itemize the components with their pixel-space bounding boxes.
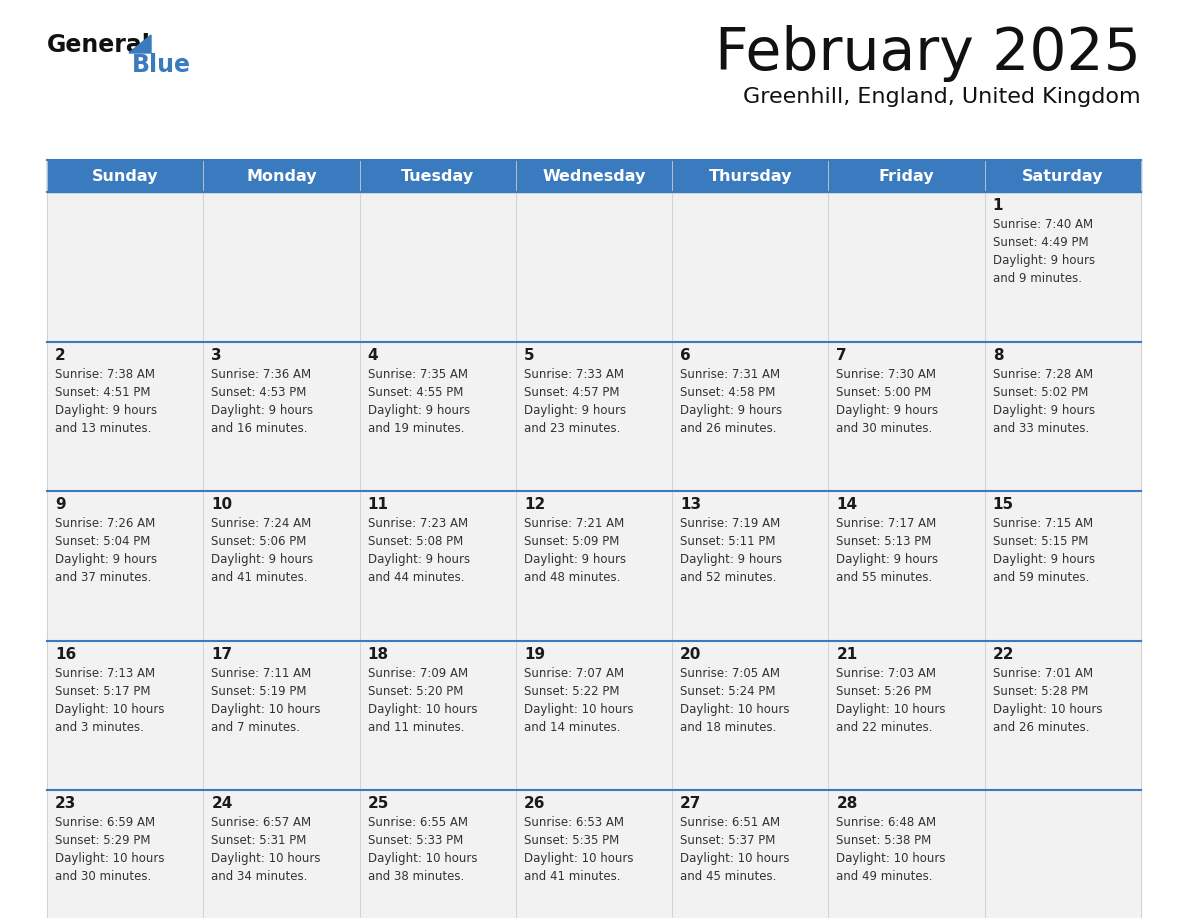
Text: 6: 6 [681,348,691,363]
Text: Sunrise: 7:30 AM
Sunset: 5:00 PM
Daylight: 9 hours
and 30 minutes.: Sunrise: 7:30 AM Sunset: 5:00 PM Dayligh… [836,367,939,434]
Text: Sunrise: 7:19 AM
Sunset: 5:11 PM
Daylight: 9 hours
and 52 minutes.: Sunrise: 7:19 AM Sunset: 5:11 PM Dayligh… [681,517,782,584]
Text: 16: 16 [55,647,76,662]
Text: Sunrise: 7:38 AM
Sunset: 4:51 PM
Daylight: 9 hours
and 13 minutes.: Sunrise: 7:38 AM Sunset: 4:51 PM Dayligh… [55,367,157,434]
Bar [48,491,1140,641]
Text: 14: 14 [836,498,858,512]
Text: 17: 17 [211,647,233,662]
Text: Friday: Friday [879,169,935,184]
Text: Sunrise: 7:21 AM
Sunset: 5:09 PM
Daylight: 9 hours
and 48 minutes.: Sunrise: 7:21 AM Sunset: 5:09 PM Dayligh… [524,517,626,584]
Text: Sunrise: 7:24 AM
Sunset: 5:06 PM
Daylight: 9 hours
and 41 minutes.: Sunrise: 7:24 AM Sunset: 5:06 PM Dayligh… [211,517,314,584]
Text: 21: 21 [836,647,858,662]
Text: Sunrise: 7:33 AM
Sunset: 4:57 PM
Daylight: 9 hours
and 23 minutes.: Sunrise: 7:33 AM Sunset: 4:57 PM Dayligh… [524,367,626,434]
Text: Sunrise: 7:13 AM
Sunset: 5:17 PM
Daylight: 10 hours
and 3 minutes.: Sunrise: 7:13 AM Sunset: 5:17 PM Dayligh… [55,666,164,733]
Text: Sunrise: 6:55 AM
Sunset: 5:33 PM
Daylight: 10 hours
and 38 minutes.: Sunrise: 6:55 AM Sunset: 5:33 PM Dayligh… [367,816,478,883]
Text: 8: 8 [993,348,1004,363]
Text: Greenhill, England, United Kingdom: Greenhill, England, United Kingdom [744,87,1140,107]
Text: Sunrise: 7:03 AM
Sunset: 5:26 PM
Daylight: 10 hours
and 22 minutes.: Sunrise: 7:03 AM Sunset: 5:26 PM Dayligh… [836,666,946,733]
Text: 28: 28 [836,797,858,812]
Text: 4: 4 [367,348,378,363]
Text: 12: 12 [524,498,545,512]
Text: Thursday: Thursday [708,169,792,184]
Text: 19: 19 [524,647,545,662]
Text: 18: 18 [367,647,388,662]
Text: Sunrise: 6:48 AM
Sunset: 5:38 PM
Daylight: 10 hours
and 49 minutes.: Sunrise: 6:48 AM Sunset: 5:38 PM Dayligh… [836,816,946,883]
Text: 7: 7 [836,348,847,363]
Text: Sunrise: 7:36 AM
Sunset: 4:53 PM
Daylight: 9 hours
and 16 minutes.: Sunrise: 7:36 AM Sunset: 4:53 PM Dayligh… [211,367,314,434]
Bar [48,790,1140,918]
Text: Sunday: Sunday [91,169,158,184]
Text: Sunrise: 7:17 AM
Sunset: 5:13 PM
Daylight: 9 hours
and 55 minutes.: Sunrise: 7:17 AM Sunset: 5:13 PM Dayligh… [836,517,939,584]
Text: Sunrise: 6:59 AM
Sunset: 5:29 PM
Daylight: 10 hours
and 30 minutes.: Sunrise: 6:59 AM Sunset: 5:29 PM Dayligh… [55,816,164,883]
Text: 22: 22 [993,647,1015,662]
Bar [48,341,1140,491]
Text: Sunrise: 7:26 AM
Sunset: 5:04 PM
Daylight: 9 hours
and 37 minutes.: Sunrise: 7:26 AM Sunset: 5:04 PM Dayligh… [55,517,157,584]
Text: Sunrise: 7:23 AM
Sunset: 5:08 PM
Daylight: 9 hours
and 44 minutes.: Sunrise: 7:23 AM Sunset: 5:08 PM Dayligh… [367,517,469,584]
Text: 3: 3 [211,348,222,363]
Text: 11: 11 [367,498,388,512]
Text: 26: 26 [524,797,545,812]
Text: Sunrise: 6:57 AM
Sunset: 5:31 PM
Daylight: 10 hours
and 34 minutes.: Sunrise: 6:57 AM Sunset: 5:31 PM Dayligh… [211,816,321,883]
Text: Blue: Blue [132,53,191,77]
Text: Sunrise: 7:07 AM
Sunset: 5:22 PM
Daylight: 10 hours
and 14 minutes.: Sunrise: 7:07 AM Sunset: 5:22 PM Dayligh… [524,666,633,733]
Text: Sunrise: 7:11 AM
Sunset: 5:19 PM
Daylight: 10 hours
and 7 minutes.: Sunrise: 7:11 AM Sunset: 5:19 PM Dayligh… [211,666,321,733]
Text: Tuesday: Tuesday [402,169,474,184]
Bar [48,192,1140,341]
Text: 23: 23 [55,797,76,812]
Text: 20: 20 [681,647,702,662]
Text: Sunrise: 7:01 AM
Sunset: 5:28 PM
Daylight: 10 hours
and 26 minutes.: Sunrise: 7:01 AM Sunset: 5:28 PM Dayligh… [993,666,1102,733]
Text: Sunrise: 7:09 AM
Sunset: 5:20 PM
Daylight: 10 hours
and 11 minutes.: Sunrise: 7:09 AM Sunset: 5:20 PM Dayligh… [367,666,478,733]
Text: 24: 24 [211,797,233,812]
Text: Monday: Monday [246,169,317,184]
Text: Sunrise: 6:53 AM
Sunset: 5:35 PM
Daylight: 10 hours
and 41 minutes.: Sunrise: 6:53 AM Sunset: 5:35 PM Dayligh… [524,816,633,883]
Text: 9: 9 [55,498,65,512]
Bar [48,641,1140,790]
Text: 25: 25 [367,797,388,812]
Text: Sunrise: 7:40 AM
Sunset: 4:49 PM
Daylight: 9 hours
and 9 minutes.: Sunrise: 7:40 AM Sunset: 4:49 PM Dayligh… [993,218,1095,285]
Bar [48,160,1140,192]
Text: General: General [48,33,151,57]
Text: Sunrise: 7:31 AM
Sunset: 4:58 PM
Daylight: 9 hours
and 26 minutes.: Sunrise: 7:31 AM Sunset: 4:58 PM Dayligh… [681,367,782,434]
Text: 2: 2 [55,348,65,363]
Text: 13: 13 [681,498,701,512]
Text: 5: 5 [524,348,535,363]
Text: 10: 10 [211,498,233,512]
Text: Sunrise: 6:51 AM
Sunset: 5:37 PM
Daylight: 10 hours
and 45 minutes.: Sunrise: 6:51 AM Sunset: 5:37 PM Dayligh… [681,816,790,883]
Text: Sunrise: 7:35 AM
Sunset: 4:55 PM
Daylight: 9 hours
and 19 minutes.: Sunrise: 7:35 AM Sunset: 4:55 PM Dayligh… [367,367,469,434]
Text: Wednesday: Wednesday [542,169,646,184]
Text: February 2025: February 2025 [715,25,1140,82]
Text: 27: 27 [681,797,702,812]
Text: Sunrise: 7:28 AM
Sunset: 5:02 PM
Daylight: 9 hours
and 33 minutes.: Sunrise: 7:28 AM Sunset: 5:02 PM Dayligh… [993,367,1095,434]
Text: 15: 15 [993,498,1013,512]
Text: 1: 1 [993,198,1003,213]
Text: Saturday: Saturday [1022,169,1104,184]
Polygon shape [129,35,151,53]
Text: Sunrise: 7:15 AM
Sunset: 5:15 PM
Daylight: 9 hours
and 59 minutes.: Sunrise: 7:15 AM Sunset: 5:15 PM Dayligh… [993,517,1095,584]
Text: Sunrise: 7:05 AM
Sunset: 5:24 PM
Daylight: 10 hours
and 18 minutes.: Sunrise: 7:05 AM Sunset: 5:24 PM Dayligh… [681,666,790,733]
